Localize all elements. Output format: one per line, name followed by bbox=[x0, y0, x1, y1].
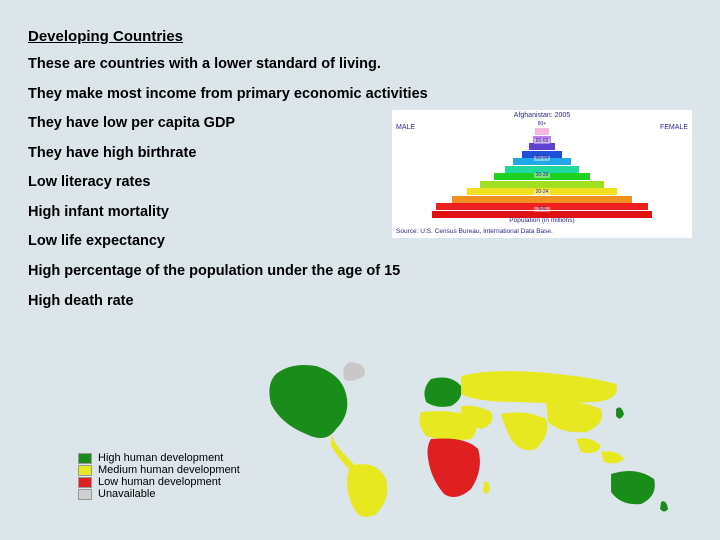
pyramid-band bbox=[529, 143, 555, 150]
map-south-america bbox=[347, 464, 387, 517]
map-south-asia bbox=[501, 412, 547, 450]
map-new-zealand bbox=[660, 501, 668, 511]
map-se-asia-2 bbox=[601, 451, 624, 463]
pyramid-band bbox=[436, 203, 647, 210]
legend-swatch bbox=[78, 453, 92, 464]
map-north-america bbox=[269, 365, 347, 438]
pyramid-source: Source: U.S. Census Bureau, Internationa… bbox=[396, 228, 553, 235]
map-japan bbox=[616, 407, 624, 418]
legend-label: High human development bbox=[98, 452, 223, 464]
text-line: High percentage of the population under … bbox=[28, 262, 692, 282]
pyramid-xaxis-label: Population (in millions) bbox=[392, 217, 692, 224]
text-line: They have high birthrate bbox=[28, 144, 384, 164]
pyramid-band bbox=[452, 196, 632, 203]
intro-lines: These are countries with a lower standar… bbox=[28, 55, 692, 104]
legend-label: Low human development bbox=[98, 476, 221, 488]
text-line: Low life expectancy bbox=[28, 232, 384, 252]
text-line: These are countries with a lower standar… bbox=[28, 55, 692, 75]
world-map bbox=[240, 354, 692, 524]
text-line: High death rate bbox=[28, 292, 692, 312]
pyramid-band bbox=[535, 128, 548, 135]
text-line: They make most income from primary econo… bbox=[28, 85, 692, 105]
characteristics-list: They have low per capita GDP They have hi… bbox=[28, 114, 384, 262]
pyramid-band bbox=[467, 188, 617, 195]
map-greenland bbox=[343, 362, 364, 381]
pyramid-band bbox=[533, 136, 551, 143]
legend-row: Unavailable bbox=[78, 488, 240, 500]
legend-swatch bbox=[78, 489, 92, 500]
legend-row: High human development bbox=[78, 452, 240, 464]
pyramid-band bbox=[480, 181, 603, 188]
pyramid-band bbox=[505, 166, 580, 173]
pyramid-bars bbox=[432, 124, 652, 218]
map-east-asia bbox=[546, 401, 602, 432]
characteristics-list-2: High percentage of the population under … bbox=[28, 262, 692, 311]
text-line: Low literacy rates bbox=[28, 173, 384, 193]
legend-row: Medium human development bbox=[78, 464, 240, 476]
map-north-africa bbox=[419, 411, 476, 440]
map-section: High human developmentMedium human devel… bbox=[28, 354, 692, 524]
map-se-asia-1 bbox=[576, 438, 601, 453]
legend-label: Medium human development bbox=[98, 464, 240, 476]
map-madagascar bbox=[483, 481, 490, 493]
legend-swatch bbox=[78, 477, 92, 488]
map-sub-saharan-africa bbox=[427, 438, 479, 497]
map-russia bbox=[461, 371, 617, 403]
pyramid-band bbox=[494, 173, 591, 180]
legend-swatch bbox=[78, 465, 92, 476]
text-line: High infant mortality bbox=[28, 203, 384, 223]
pyramid-title: Afghanistan: 2005 bbox=[392, 112, 692, 119]
page-title: Developing Countries bbox=[28, 28, 692, 45]
map-australia bbox=[611, 471, 655, 504]
legend-row: Low human development bbox=[78, 476, 240, 488]
pyramid-band bbox=[522, 151, 562, 158]
text-line: They have low per capita GDP bbox=[28, 114, 384, 134]
map-legend: High human developmentMedium human devel… bbox=[78, 452, 240, 500]
legend-label: Unavailable bbox=[98, 488, 155, 500]
pyramid-female-label: FEMALE bbox=[660, 124, 688, 131]
pyramid-band bbox=[513, 158, 570, 165]
pyramid-male-label: MALE bbox=[396, 124, 415, 131]
map-europe bbox=[424, 378, 461, 407]
population-pyramid: Afghanistan: 2005 MALE FEMALE 80+65-6950… bbox=[392, 110, 692, 238]
